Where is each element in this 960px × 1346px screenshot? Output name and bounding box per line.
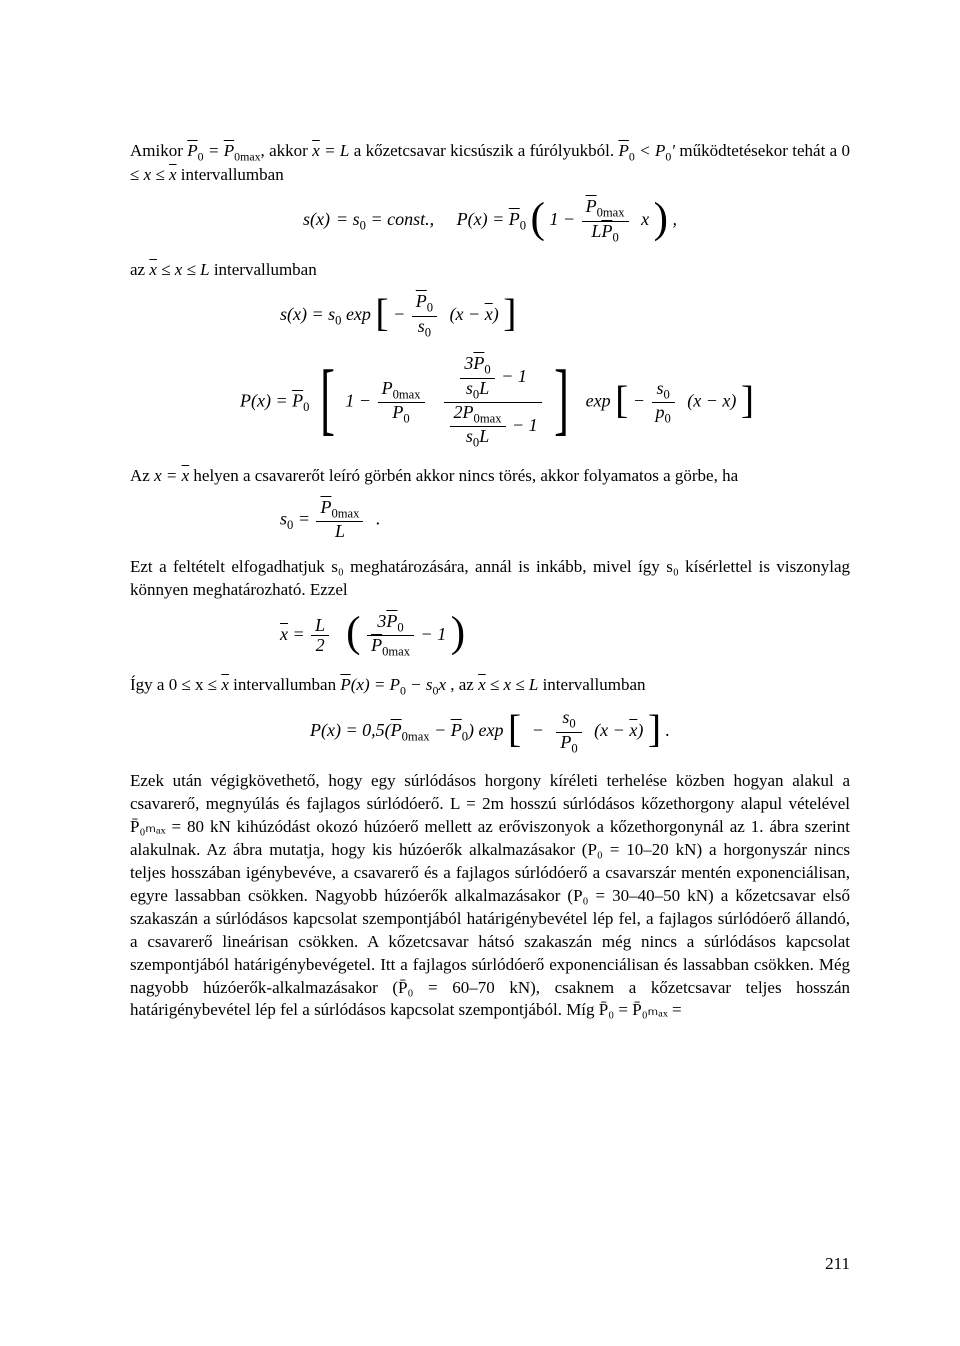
paragraph-4: Ezt a feltételt elfogadhatjuk s₀ meghatá… (130, 556, 850, 602)
eq-inline-p0-lt: P0 < P0′ (618, 141, 675, 160)
paragraph-5: Így a 0 ≤ x ≤ x intervallumban P(x) = P0… (130, 674, 850, 698)
p2-text-a: az (130, 260, 149, 279)
paragraph-2: az x ≤ x ≤ L intervallumban (130, 259, 850, 282)
equation-6: P(x) = 0,5(P0max − P0) exp [ − s0 P0 (x … (130, 708, 850, 756)
page-root: Amikor P0 = P0max, akkor x = L a kőzetcs… (0, 0, 960, 1346)
eq-inline-xbar-le-L-5: x ≤ x ≤ L (478, 675, 538, 694)
eq-inline-xbar-le-L: x ≤ x ≤ L (149, 260, 209, 279)
eq-inline-xbarL: x = L (312, 141, 349, 160)
paragraph-6: Ezek után végigkövethető, hogy egy súrló… (130, 770, 850, 1022)
paragraph-3: Az x = x helyen a csavarerőt leíró görbé… (130, 465, 850, 488)
eq-inline-xlexbar: x ≤ x (144, 165, 177, 184)
p1-text-akkor: akkor (269, 141, 312, 160)
paragraph-1: Amikor P0 = P0max, akkor x = L a kőzetcs… (130, 140, 850, 187)
p1-text-a: Amikor (130, 141, 187, 160)
p5-text-a: Így a 0 ≤ x ≤ (130, 675, 221, 694)
p3-text-b: helyen a csavarerőt leíró görbén akkor n… (193, 466, 738, 485)
eq1-right: P(x) = P0 ( 1 − P0max LP0 x ) , (457, 209, 677, 229)
p5-text-b: intervallumban (233, 675, 340, 694)
equation-3: P(x) = P0 [ 1 − P0max P0 3P0 s0L − 1 2P0… (240, 354, 850, 451)
eq-inline-pbarx: P(x) = P0 − s0x (340, 675, 446, 694)
p1-text-b: a kőzetcsavar kicsúszik a fúrólyukból. (354, 141, 619, 160)
p2-text-b: intervallumban (214, 260, 317, 279)
equation-5: x = L 2 ( 3P0 P0max − 1 ) (280, 612, 850, 660)
page-number: 211 (825, 1253, 850, 1276)
equation-4: s0 = P0max L . (280, 498, 850, 542)
equation-1: s(x)= s0 = const., P(x) = P0 ( 1 − P0max… (130, 197, 850, 245)
equation-2: s(x) = s0 exp [ − P0 s0 (x − x) ] (280, 292, 850, 340)
eq1-left: s(x)= s0 = const., (303, 209, 452, 229)
p5-text-c: , az (450, 675, 478, 694)
eq-inline-p0-eq: P0 = P0max (187, 141, 260, 160)
p3-text-a: Az (130, 466, 154, 485)
p1-text-d: intervallumban (181, 165, 284, 184)
eq-inline-xbar-5: x (221, 675, 229, 694)
p5-text-d: intervallumban (543, 675, 646, 694)
eq-inline-xeqxbar: x = x (154, 466, 189, 485)
